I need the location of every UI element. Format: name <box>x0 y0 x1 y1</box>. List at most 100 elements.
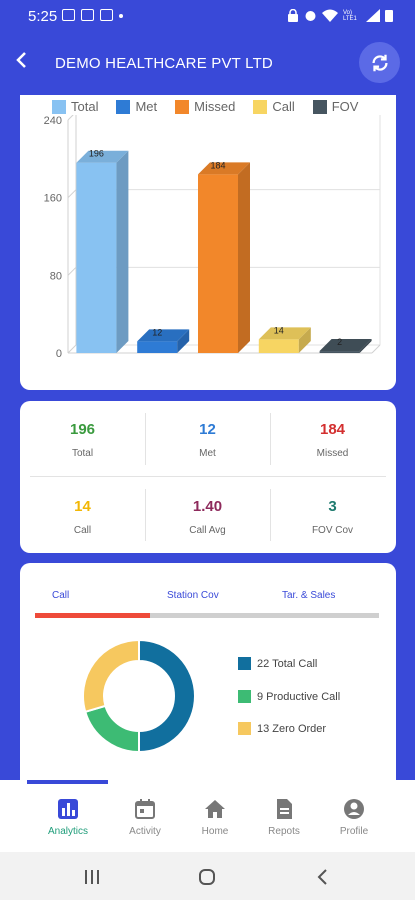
bar-call <box>258 339 299 353</box>
bar-value-label: 2 <box>337 337 342 347</box>
more-notifications-dot-icon <box>119 14 123 18</box>
stat-label: Call Avg <box>189 525 226 536</box>
stat-label: FOV Cov <box>311 525 354 536</box>
legend-swatch-total <box>52 99 66 114</box>
lock-icon <box>288 9 298 22</box>
stat-value: 196 <box>69 421 96 438</box>
bar-side <box>177 329 190 353</box>
nav-label: Activity <box>129 826 161 837</box>
donut-legend-total-call: 22 Total Call <box>238 657 317 670</box>
legend-item-met: Met <box>116 99 157 114</box>
legend-item-total: Total <box>52 99 98 114</box>
donut-slice <box>82 638 140 714</box>
home-icon <box>205 800 225 818</box>
nav-home[interactable]: Home <box>180 798 250 837</box>
nav-label: Repots <box>268 826 300 837</box>
app-notification-icon <box>81 9 94 21</box>
y-tick-label: 80 <box>50 270 62 282</box>
nav-profile[interactable]: Profile <box>319 798 389 837</box>
message-notification-icon <box>100 9 113 21</box>
donut-chart <box>82 638 196 754</box>
app-bar: DEMO HEALTHCARE PVT LTD <box>0 33 415 95</box>
legend-label: FOV <box>331 99 359 114</box>
donut-slice <box>138 638 196 754</box>
bar-value-label: 184 <box>210 160 225 170</box>
tab-target-sales[interactable]: Tar. & Sales <box>282 590 336 601</box>
legend-label: 13 Zero Order <box>257 722 327 735</box>
y-tick-label: 160 <box>44 193 62 205</box>
wifi-icon <box>322 9 338 22</box>
donut-legend-zero-order: 13 Zero Order <box>238 722 326 735</box>
document-icon <box>277 799 292 819</box>
bar-total <box>76 162 117 353</box>
calendar-icon <box>135 799 155 819</box>
legend-swatch-missed <box>175 99 190 114</box>
legend-label: 9 Productive Call <box>257 690 341 703</box>
donut-slice <box>84 704 140 754</box>
legend-swatch-met <box>116 99 131 114</box>
bar-top <box>258 327 311 340</box>
stat-call: 14 Call <box>20 498 145 536</box>
stat-value: 184 <box>319 421 346 438</box>
divider <box>30 476 386 477</box>
network-label: Vo) LTE1 <box>343 9 357 22</box>
nav-label: Home <box>201 826 229 837</box>
legend-label: Total <box>71 99 99 114</box>
tab-call[interactable]: Call <box>52 590 70 601</box>
bar-missed <box>198 174 238 353</box>
bar-top <box>76 150 129 163</box>
bar-side <box>359 339 372 353</box>
system-back-icon[interactable] <box>316 868 330 886</box>
bar-side <box>238 162 250 353</box>
y-tick-label: 240 <box>44 115 62 127</box>
status-time: 5:25 <box>28 8 58 25</box>
bar-top <box>198 162 250 175</box>
nav-label: Analytics <box>47 826 88 837</box>
home-button-icon[interactable] <box>198 868 216 886</box>
alarm-icon <box>305 11 316 21</box>
back-arrow-icon[interactable] <box>14 50 28 76</box>
nav-activity[interactable]: Activity <box>110 798 180 837</box>
recent-apps-icon[interactable] <box>83 869 101 885</box>
bar-fov <box>319 351 360 353</box>
divider <box>145 489 146 541</box>
stat-value: 12 <box>199 421 216 438</box>
refresh-button[interactable] <box>359 42 400 83</box>
legend-label: Missed <box>194 99 236 114</box>
legend-label: 22 Total Call <box>257 657 318 670</box>
stat-fov-cov: 3 FOV Cov <box>270 498 395 536</box>
dashboard-content[interactable]: Total Met Missed Call FOV 196 12 184 14 2 0 … <box>0 95 415 780</box>
y-tick-label: 0 <box>56 348 62 360</box>
battery-icon <box>385 10 393 22</box>
nav-active-indicator <box>27 780 108 784</box>
bottom-navigation: Analytics Activity Home Repots Profile <box>0 780 415 852</box>
tab-station-cov[interactable]: Station Cov <box>167 590 219 601</box>
stat-call-avg: 1.40 Call Avg <box>145 498 270 536</box>
bar-side <box>298 327 311 353</box>
nav-analytics[interactable]: Analytics <box>33 798 103 837</box>
signal-icon <box>366 9 380 22</box>
bar-top <box>137 329 190 342</box>
bar-value-label: 14 <box>274 325 284 335</box>
bar-value-label: 12 <box>152 327 162 337</box>
legend-label: Call <box>272 99 295 114</box>
legend-swatch <box>238 657 251 670</box>
divider <box>270 413 271 465</box>
stat-label: Missed <box>316 448 349 459</box>
legend-swatch <box>238 690 251 703</box>
stat-met: 12 Met <box>145 421 270 459</box>
bar-value-label: 196 <box>89 149 104 159</box>
profile-icon <box>344 799 364 819</box>
gridline-side <box>67 266 77 276</box>
notification-icons <box>62 9 123 21</box>
stat-label: Total <box>71 448 94 459</box>
tab-track <box>35 613 379 618</box>
nav-reports[interactable]: Repots <box>249 798 319 837</box>
chart-legend: Total Met Missed Call FOV <box>52 99 358 114</box>
call-summary-card: Call Station Cov Tar. & Sales 22 Total C… <box>20 563 396 780</box>
analytics-icon <box>58 799 78 819</box>
stats-card: 196 Total 12 Met 184 Missed 14 Call 1.40… <box>20 401 396 553</box>
bar-chart-card: Total Met Missed Call FOV 196 12 184 14 2 0 … <box>20 95 396 390</box>
bar-chart: 196 12 184 14 2 0 80 160 240 <box>44 115 381 360</box>
legend-label: Met <box>135 99 158 114</box>
